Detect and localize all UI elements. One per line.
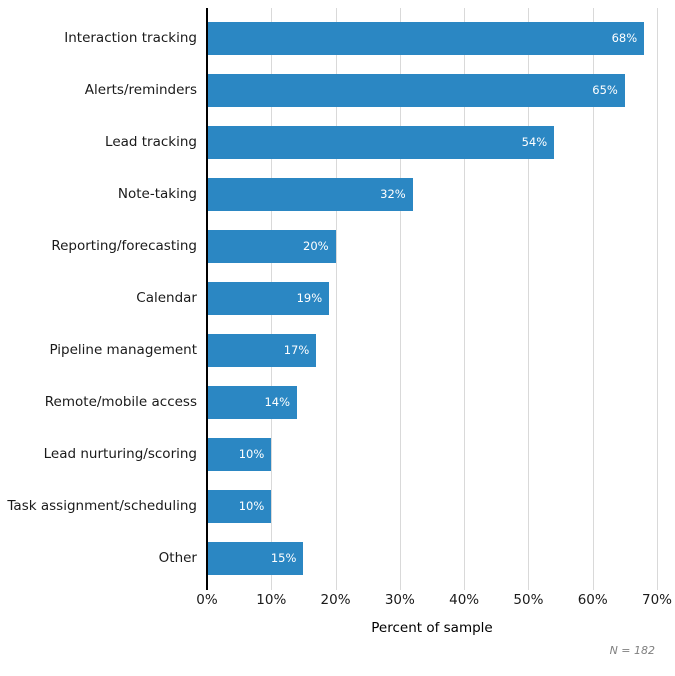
bar-value-label: 32% [380,187,406,201]
bar-track: 54% [207,116,657,168]
x-tick-label: 60% [577,592,608,608]
bar-track: 15% [207,532,657,584]
bar-track: 19% [207,272,657,324]
x-tick-label: 10% [256,592,287,608]
bar-row: Other 15% [0,532,657,584]
bar: 54% [207,125,555,159]
bar-value-label: 10% [238,447,265,461]
bar-row: Lead tracking 54% [0,116,657,168]
bar: 10% [207,489,272,523]
gridline [592,8,594,590]
bar-track: 20% [207,220,657,272]
category-label: Reporting/forecasting [51,237,197,254]
bar: 32% [207,177,413,211]
bar: 19% [207,281,330,315]
category-label: Alerts/reminders [84,81,197,98]
x-tick-label: 20% [320,592,351,608]
x-ticks: 0% 10% 20% 30% 40% 50% 60% 70% [196,592,672,610]
bar-row: Interaction tracking 68% [0,12,657,64]
bar: 20% [207,229,336,263]
gridline [528,8,530,590]
gridline [399,8,401,590]
category-label: Lead tracking [105,133,197,150]
bar-row: Note-taking 32% [0,168,657,220]
category-label: Interaction tracking [64,29,197,46]
bar-track: 10% [207,428,657,480]
bar-row: Alerts/reminders 65% [0,64,657,116]
x-axis-title: Percent of sample [371,620,493,636]
x-tick-label: 50% [513,592,544,608]
bar-value-label: 10% [238,499,265,513]
bar-value-label: 20% [303,239,329,253]
bar-value-label: 65% [592,83,618,97]
category-label: Lead nurturing/scoring [43,445,197,462]
bar: 17% [207,333,317,367]
x-tick-label: 30% [384,592,415,608]
bar-track: 14% [207,376,657,428]
bar-row: Calendar 19% [0,272,657,324]
bar-track: 65% [207,64,657,116]
bar-value-label: 17% [283,343,310,357]
bar-row: Reporting/forecasting 20% [0,220,657,272]
category-label: Calendar [136,289,197,306]
bar: 15% [207,541,304,575]
gridline [657,8,658,590]
x-tick-label: 70% [641,592,673,608]
category-label: Other [158,549,197,566]
y-axis-line [206,8,208,590]
bar-row: Task assignment/scheduling 10% [0,480,657,532]
bar-value-label: 68% [611,31,638,45]
category-label: Pipeline management [49,341,197,358]
bar-row: Pipeline management 17% [0,324,657,376]
bar-track: 68% [207,12,657,64]
category-label: Remote/mobile access [44,393,197,410]
bar-value-label: 15% [270,551,297,565]
category-label: Note-taking [117,185,197,202]
gridline [464,8,466,590]
bar-track: 17% [207,324,657,376]
bar-value-label: 14% [264,395,290,409]
bar: 65% [207,73,625,107]
bar: 14% [207,385,297,419]
sample-size-note: N = 182 [609,644,655,657]
bar-value-label: 19% [296,291,323,305]
bar-track: 10% [207,480,657,532]
bar-value-label: 54% [521,135,548,149]
x-tick-label: 40% [449,592,480,608]
bar: 10% [207,437,272,471]
bar-track: 32% [207,168,657,220]
x-tick-label: 0% [196,592,218,608]
bar-row: Lead nurturing/scoring 10% [0,428,657,480]
bar-row: Remote/mobile access 14% [0,376,657,428]
gridline [335,8,337,590]
category-label: Task assignment/scheduling [7,497,197,514]
bar-rows: Interaction tracking 68% Alerts/reminders 6… [0,12,657,584]
bar: 68% [207,21,645,55]
